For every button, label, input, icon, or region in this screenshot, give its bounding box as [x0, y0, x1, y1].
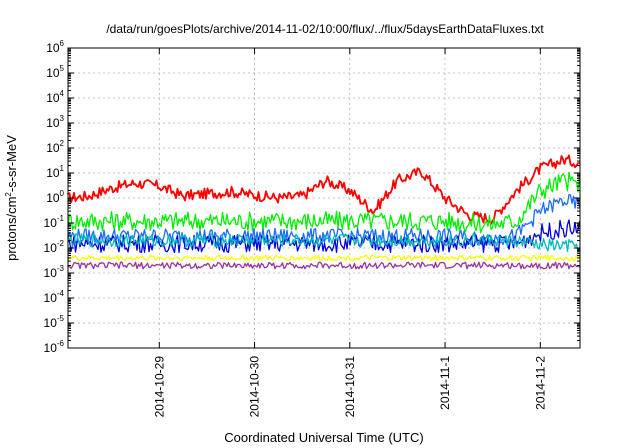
x-tick-label: 2014-10-31 [343, 356, 357, 418]
y-tick-label: 10-4 [44, 289, 65, 305]
y-tick-label: 10-3 [44, 264, 65, 280]
y-tick-label: 102 [46, 139, 64, 155]
y-tick-label: 10-6 [44, 339, 65, 355]
x-tick-label: 2014-10-29 [152, 356, 166, 418]
grid [68, 48, 580, 348]
x-tick-label: 2014-11-2 [533, 356, 547, 410]
y-tick-label: 10-1 [44, 214, 65, 230]
y-tick-label: 10-2 [44, 239, 65, 255]
y-tick-label: 10-5 [44, 314, 65, 330]
series-line [67, 154, 581, 225]
y-axis: 10-6 10-5 10-4 10-3 10-2 10-1 100 101 102 103 104 1… [44, 39, 580, 355]
x-axis-label: Coordinated Universal Time (UTC) [224, 430, 423, 445]
y-tick-label: 103 [46, 114, 64, 130]
chart-title: /data/run/goesPlots/archive/2014-11-02/1… [106, 22, 544, 36]
x-tick-label: 2014-10-30 [248, 356, 262, 418]
y-axis-label: protons/cm2-s-sr-MeV [4, 135, 19, 261]
x-tick-label: 2014-11-1 [438, 356, 452, 410]
y-tick-label: 105 [46, 64, 64, 80]
x-axis: 2014-10-29 2014-10-30 2014-10-31 2014-11-1 2… [152, 48, 547, 417]
y-tick-label: 106 [46, 39, 64, 55]
series-line [67, 171, 581, 234]
y-tick-label: 100 [46, 189, 64, 205]
series-line [67, 254, 581, 262]
series-line [67, 261, 581, 270]
y-tick-label: 101 [46, 164, 64, 180]
series-line [67, 233, 581, 253]
y-tick-label: 104 [46, 89, 64, 105]
series-group [67, 154, 581, 270]
